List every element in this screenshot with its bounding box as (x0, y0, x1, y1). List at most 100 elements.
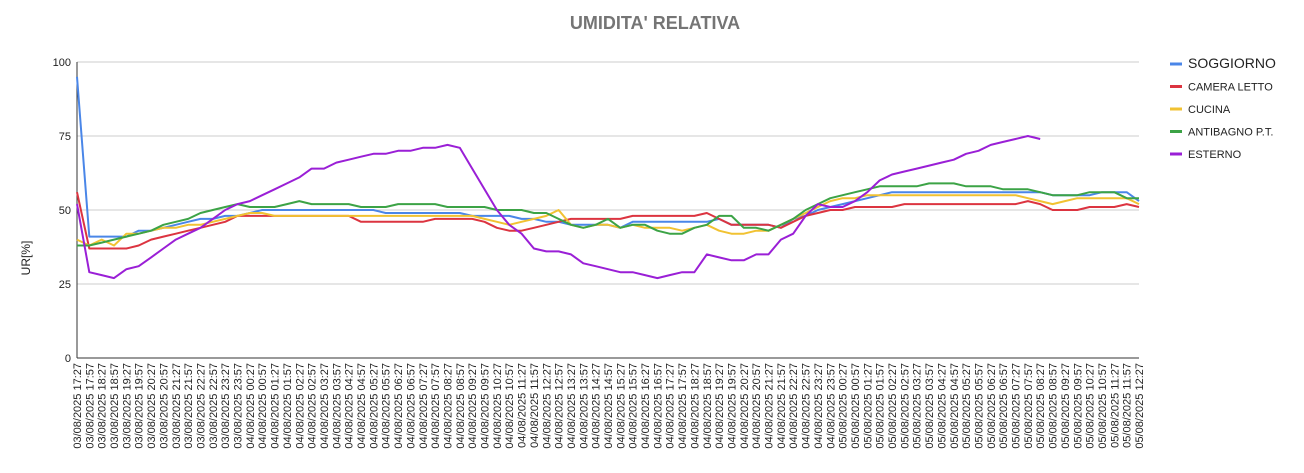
x-tick-label: 03/08/2025 17:27 (72, 363, 84, 449)
x-tick-label: 04/08/2025 11:27 (517, 363, 529, 448)
x-tick-label: 05/08/2025 06:27 (986, 363, 998, 449)
chart-title: UMIDITA' RELATIVA (570, 13, 740, 33)
x-tick-label: 04/08/2025 05:27 (368, 363, 380, 449)
x-tick-label: 05/08/2025 00:27 (838, 363, 850, 449)
x-tick-label: 04/08/2025 20:27 (739, 363, 751, 449)
x-tick-label: 04/08/2025 19:57 (726, 363, 738, 449)
x-tick-label: 04/08/2025 08:57 (455, 363, 467, 449)
x-tick-label: 03/08/2025 17:57 (84, 363, 96, 449)
x-tick-label: 05/08/2025 02:57 (899, 363, 911, 449)
x-tick-label: 04/08/2025 20:57 (751, 363, 763, 449)
x-tick-label: 04/08/2025 10:57 (504, 363, 516, 449)
x-tick-label: 03/08/2025 21:57 (183, 363, 195, 449)
legend-label: CAMERA LETTO (1188, 82, 1273, 94)
x-tick-label: 04/08/2025 05:57 (381, 363, 393, 449)
x-tick-label: 04/08/2025 14:27 (591, 363, 603, 449)
x-tick-label: 05/08/2025 09:27 (1060, 363, 1072, 449)
x-tick-label: 05/08/2025 11:57 (1122, 363, 1134, 448)
x-tick-label: 03/08/2025 23:57 (233, 363, 245, 449)
x-tick-label: 04/08/2025 23:27 (813, 363, 825, 449)
x-tick-label: 05/08/2025 08:27 (1035, 363, 1047, 449)
x-tick-label: 03/08/2025 20:57 (158, 363, 170, 449)
x-tick-label: 03/08/2025 22:27 (195, 363, 207, 449)
x-tick-label: 05/08/2025 07:57 (1023, 363, 1035, 449)
x-tick-label: 04/08/2025 07:27 (418, 363, 430, 449)
x-tick-label: 05/08/2025 03:57 (924, 363, 936, 449)
x-tick-label: 05/08/2025 10:57 (1097, 363, 1109, 449)
y-tick-label: 50 (59, 205, 71, 217)
x-tick-label: 04/08/2025 23:57 (825, 363, 837, 449)
x-tick-label: 04/08/2025 19:27 (714, 363, 726, 449)
x-tick-label: 04/08/2025 03:57 (331, 363, 343, 449)
x-tick-label: 05/08/2025 09:57 (1072, 363, 1084, 449)
x-tick-label: 04/08/2025 06:57 (405, 363, 417, 449)
x-tick-label: 04/08/2025 16:27 (640, 363, 652, 449)
x-tick-label: 04/08/2025 14:57 (603, 363, 615, 449)
x-tick-label: 04/08/2025 08:27 (442, 363, 454, 449)
x-tick-label: 04/08/2025 21:27 (764, 363, 776, 449)
y-tick-label: 0 (65, 353, 71, 365)
x-tick-label: 04/08/2025 17:27 (665, 363, 677, 449)
legend-label: CUCINA (1188, 104, 1231, 116)
x-tick-label: 03/08/2025 18:57 (109, 363, 121, 449)
legend-label: ANTIBAGNO P.T. (1188, 127, 1273, 139)
x-tick-label: 05/08/2025 07:27 (1011, 363, 1023, 449)
x-tick-label: 04/08/2025 15:27 (615, 363, 627, 449)
x-tick-label: 04/08/2025 02:57 (307, 363, 319, 449)
x-tick-label: 03/08/2025 21:27 (171, 363, 183, 449)
x-tick-label: 05/08/2025 01:27 (862, 363, 874, 449)
x-tick-label: 03/08/2025 20:27 (146, 363, 158, 449)
x-tick-label: 04/08/2025 22:27 (788, 363, 800, 449)
x-tick-label: 04/08/2025 01:27 (270, 363, 282, 449)
x-tick-label: 05/08/2025 00:57 (850, 363, 862, 449)
x-tick-label: 04/08/2025 12:27 (541, 363, 553, 449)
x-tick-label: 04/08/2025 09:27 (467, 363, 479, 449)
x-tick-label: 04/08/2025 22:57 (801, 363, 813, 449)
x-tick-label: 04/08/2025 04:57 (356, 363, 368, 449)
x-tick-label: 04/08/2025 04:27 (344, 363, 356, 449)
x-tick-label: 04/08/2025 16:57 (652, 363, 664, 449)
x-tick-label: 04/08/2025 01:57 (282, 363, 294, 449)
x-tick-label: 04/08/2025 09:57 (480, 363, 492, 449)
x-tick-label: 04/08/2025 18:57 (702, 363, 714, 449)
legend-label: ESTERNO (1188, 149, 1242, 161)
x-tick-label: 05/08/2025 02:27 (887, 363, 899, 449)
y-axis-label: UR[%] (19, 241, 33, 276)
legend-label: SOGGIORNO (1188, 55, 1276, 71)
x-tick-label: 05/08/2025 03:27 (912, 363, 924, 449)
x-tick-label: 04/08/2025 12:57 (554, 363, 566, 449)
x-tick-label: 04/08/2025 07:57 (430, 363, 442, 449)
x-tick-label: 05/08/2025 05:57 (973, 363, 985, 449)
x-tick-label: 05/08/2025 01:57 (875, 363, 887, 449)
x-tick-label: 03/08/2025 19:57 (134, 363, 146, 449)
x-tick-label: 04/08/2025 10:27 (492, 363, 504, 449)
x-tick-label: 04/08/2025 13:27 (566, 363, 578, 449)
series-line (77, 182, 1139, 247)
series-line (76, 194, 1140, 247)
x-tick-label: 04/08/2025 17:57 (677, 363, 689, 449)
x-tick-label: 04/08/2025 11:57 (529, 363, 541, 448)
x-tick-label: 04/08/2025 02:27 (294, 363, 306, 449)
x-tick-label: 05/08/2025 10:27 (1085, 363, 1097, 449)
x-tick-label: 03/08/2025 23:27 (220, 363, 232, 449)
series-line (76, 76, 1140, 238)
series-line (76, 191, 1140, 250)
x-tick-label: 04/08/2025 15:57 (628, 363, 640, 449)
x-tick-label: 04/08/2025 21:57 (776, 363, 788, 449)
x-tick-label: 04/08/2025 03:27 (319, 363, 331, 449)
x-tick-label: 04/08/2025 18:27 (689, 363, 701, 449)
x-tick-label: 05/08/2025 06:57 (998, 363, 1010, 449)
y-tick-label: 75 (59, 131, 71, 143)
x-tick-label: 03/08/2025 22:57 (208, 363, 220, 449)
x-tick-label: 04/08/2025 00:27 (245, 363, 257, 449)
y-tick-label: 100 (53, 57, 71, 69)
x-tick-label: 03/08/2025 19:27 (121, 363, 133, 449)
series-line (76, 135, 1041, 280)
x-tick-label: 04/08/2025 13:57 (578, 363, 590, 449)
x-tick-label: 05/08/2025 11:27 (1109, 363, 1121, 448)
x-tick-label: 03/08/2025 18:27 (97, 363, 109, 449)
x-tick-label: 05/08/2025 04:57 (949, 363, 961, 449)
y-tick-label: 25 (59, 279, 71, 291)
